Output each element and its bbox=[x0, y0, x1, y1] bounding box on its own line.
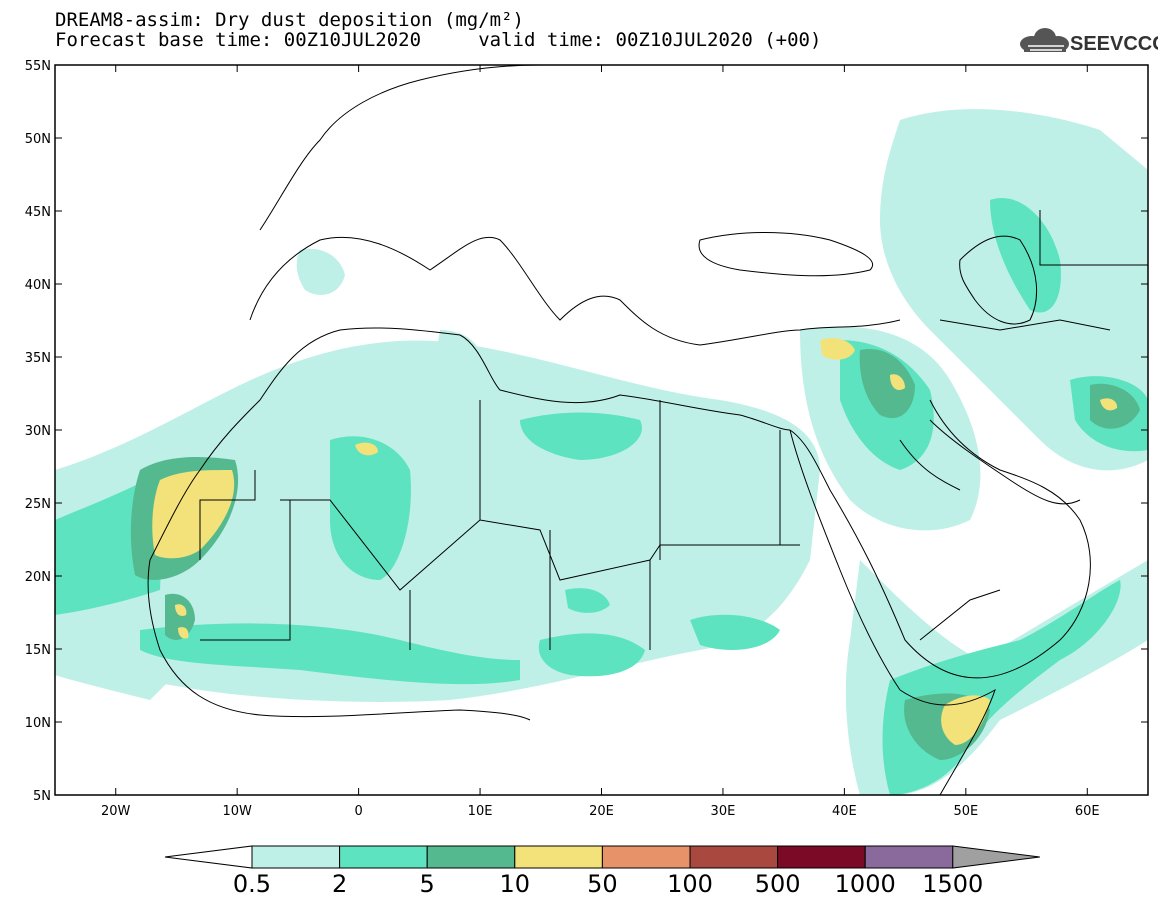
lat-tick-label: 40N bbox=[25, 278, 51, 293]
logo-text: SEEVCCC bbox=[1070, 33, 1158, 55]
lat-tick-label: 50N bbox=[25, 132, 51, 147]
colorbar-box bbox=[864, 845, 954, 869]
dust-field bbox=[55, 65, 1148, 795]
colorbar-under-triangle bbox=[164, 845, 253, 869]
level-10-areas bbox=[152, 338, 1118, 745]
lon-tick-label: 60E bbox=[1075, 804, 1100, 819]
lat-tick-label: 15N bbox=[25, 643, 51, 658]
lat-tick-label: 35N bbox=[25, 351, 51, 366]
colorbar-box bbox=[514, 845, 603, 869]
colorbar-label: 1000 bbox=[835, 870, 896, 898]
colorbar-box bbox=[426, 845, 516, 869]
lon-tick-label: 40E bbox=[832, 804, 857, 819]
colorbar-over-triangle bbox=[952, 845, 1040, 869]
colorbar-label: 10 bbox=[500, 870, 531, 898]
lon-tick-label: 20E bbox=[589, 804, 614, 819]
colorbar-label: 0.5 bbox=[233, 870, 271, 898]
lon-tick-label: 30E bbox=[711, 804, 736, 819]
lat-tick-label: 55N bbox=[25, 59, 51, 74]
lat-tick-label: 30N bbox=[25, 424, 51, 439]
lat-tick-label: 10N bbox=[25, 716, 51, 731]
colorbar: 0.5 2 5 10 50 100 500 1000 1500 bbox=[164, 845, 1040, 898]
map-title: DREAM8-assim: Dry dust deposition (mg/m²… bbox=[55, 9, 524, 31]
colorbar-label: 2 bbox=[332, 870, 347, 898]
colorbar-box bbox=[251, 845, 341, 869]
colorbar-label: 100 bbox=[667, 870, 713, 898]
lon-tick-label: 50E bbox=[953, 804, 978, 819]
lat-tick-label: 25N bbox=[25, 497, 51, 512]
lat-tick-label: 45N bbox=[25, 205, 51, 220]
colorbar-box bbox=[601, 845, 691, 869]
axis-ticks: 55N 50N 45N 40N 35N 30N 25N 20N 15N 10N 5N 20W 10W 0 1… bbox=[25, 59, 1148, 819]
colorbar-label: 5 bbox=[420, 870, 435, 898]
forecast-time-subtitle: Forecast base time: 00Z10JUL2020 valid t… bbox=[55, 29, 822, 51]
coastlines bbox=[147, 65, 1148, 795]
colorbar-box bbox=[777, 845, 866, 869]
lon-tick-label: 10E bbox=[468, 804, 493, 819]
cloud-icon: SEEVCCC bbox=[1020, 28, 1165, 55]
lon-tick-label: 20W bbox=[101, 804, 131, 819]
colorbar-box bbox=[689, 845, 779, 869]
lat-tick-label: 20N bbox=[25, 570, 51, 585]
lon-tick-label: 10W bbox=[222, 804, 252, 819]
colorbar-label: 1500 bbox=[922, 870, 983, 898]
colorbar-label: 50 bbox=[587, 870, 618, 898]
lat-tick-label: 5N bbox=[33, 789, 51, 804]
colorbar-label: 500 bbox=[755, 870, 801, 898]
lon-tick-label: 0 bbox=[354, 804, 362, 819]
colorbar-box bbox=[339, 845, 428, 869]
seevccc-logo: SEEVCCC bbox=[1018, 25, 1165, 57]
